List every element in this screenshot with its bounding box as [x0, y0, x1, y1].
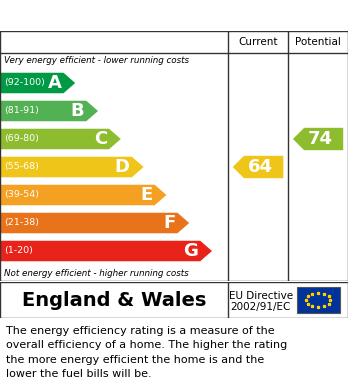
Text: A: A	[48, 74, 62, 92]
Text: 74: 74	[308, 130, 333, 148]
Text: F: F	[163, 214, 175, 232]
Polygon shape	[0, 129, 121, 149]
Text: C: C	[94, 130, 107, 148]
Polygon shape	[233, 156, 283, 178]
Text: B: B	[71, 102, 84, 120]
Text: Very energy efficient - lower running costs: Very energy efficient - lower running co…	[4, 56, 189, 65]
Polygon shape	[0, 73, 75, 93]
Text: EU Directive: EU Directive	[229, 291, 293, 301]
Text: (1-20): (1-20)	[4, 246, 33, 255]
Text: Not energy efficient - higher running costs: Not energy efficient - higher running co…	[4, 269, 189, 278]
Text: The energy efficiency rating is a measure of the
overall efficiency of a home. T: The energy efficiency rating is a measur…	[6, 326, 287, 379]
Polygon shape	[0, 241, 212, 261]
Text: 2002/91/EC: 2002/91/EC	[231, 302, 291, 312]
Text: (55-68): (55-68)	[4, 163, 39, 172]
Text: Potential: Potential	[295, 37, 341, 47]
Text: E: E	[140, 186, 153, 204]
Text: (92-100): (92-100)	[4, 79, 45, 88]
Polygon shape	[293, 128, 343, 150]
Text: G: G	[183, 242, 198, 260]
Polygon shape	[0, 185, 166, 205]
Text: 64: 64	[248, 158, 273, 176]
Text: (69-80): (69-80)	[4, 135, 39, 143]
Text: (21-38): (21-38)	[4, 219, 39, 228]
Text: Energy Efficiency Rating: Energy Efficiency Rating	[10, 7, 220, 23]
Polygon shape	[0, 157, 144, 177]
Text: England & Wales: England & Wales	[22, 291, 206, 310]
Text: (81-91): (81-91)	[4, 106, 39, 115]
Bar	[296, 287, 340, 313]
Polygon shape	[0, 101, 98, 121]
Text: D: D	[115, 158, 130, 176]
Polygon shape	[0, 213, 189, 233]
Text: Current: Current	[238, 37, 278, 47]
Text: (39-54): (39-54)	[4, 190, 39, 199]
